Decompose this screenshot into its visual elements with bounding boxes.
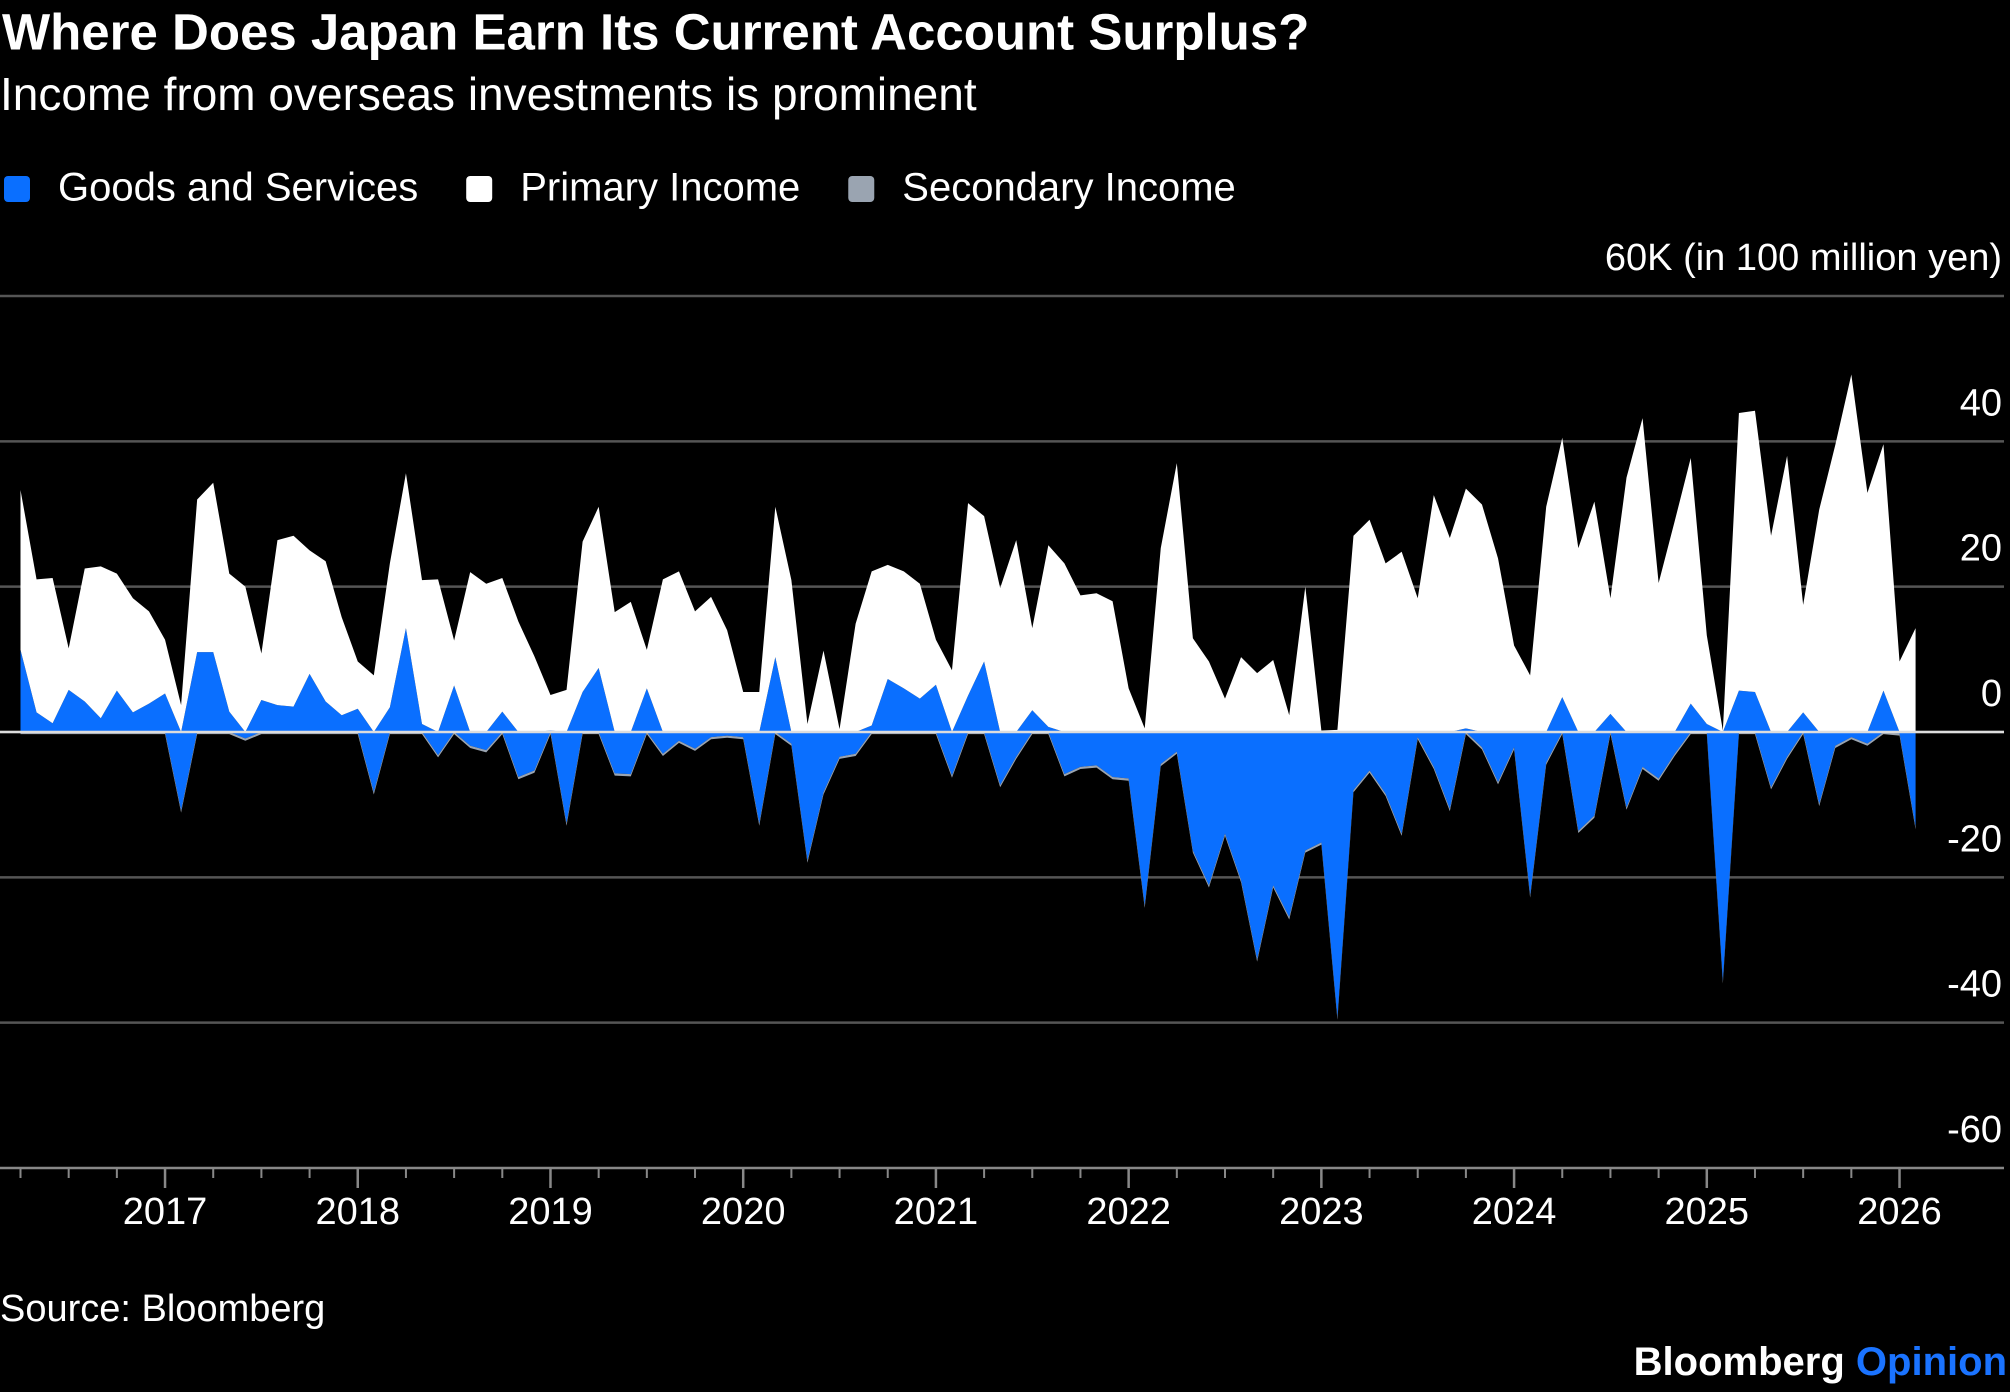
y-tick-label: 60K (in 100 million yen)	[1605, 237, 2002, 279]
legend-label: Goods and Services	[58, 166, 418, 210]
y-tick-label: -40	[1947, 964, 2002, 1006]
credit: Bloomberg Opinion	[1634, 1340, 2007, 1384]
legend-swatch	[4, 176, 30, 202]
x-tick-label: 2020	[701, 1191, 786, 1233]
legend: Goods and Services Primary Income Secondar…	[4, 166, 1236, 210]
source: Source: Bloomberg	[0, 1288, 325, 1330]
area	[20, 628, 1916, 1018]
legend-label: Primary Income	[520, 166, 800, 210]
y-tick-label: 40	[1960, 382, 2002, 424]
chart-subtitle: Income from overseas investments is prom…	[0, 68, 977, 120]
chart-title: Where Does Japan Earn Its Current Accoun…	[2, 3, 1309, 60]
x-tick-label: 2018	[315, 1191, 400, 1233]
x-tick-label: 2022	[1086, 1191, 1171, 1233]
x-tick-label: 2024	[1472, 1191, 1557, 1233]
axes: -60 -40 -20 0 20 40 60K (in 100 million yen) 20…	[0, 237, 2004, 1233]
x-tick-label: 2026	[1857, 1191, 1942, 1233]
legend-swatch	[466, 176, 493, 202]
y-tick-label: -20	[1947, 818, 2002, 860]
y-tick-label: -60	[1947, 1109, 2002, 1151]
y-tick-label: 0	[1981, 673, 2002, 715]
credit-brand: Bloomberg	[1634, 1340, 1845, 1384]
x-tick-label: 2023	[1279, 1191, 1364, 1233]
x-tick-label: 2017	[123, 1191, 208, 1233]
x-tick-label: 2019	[508, 1191, 593, 1233]
x-tick-label: 2021	[894, 1191, 979, 1233]
plot-area	[20, 374, 1916, 1020]
y-tick-label: 20	[1960, 528, 2002, 570]
legend-label: Secondary Income	[902, 166, 1236, 210]
area	[20, 374, 1916, 732]
x-tick-label: 2025	[1665, 1191, 1750, 1233]
legend-swatch	[848, 176, 875, 202]
credit-suffix: Opinion	[1856, 1340, 2007, 1384]
